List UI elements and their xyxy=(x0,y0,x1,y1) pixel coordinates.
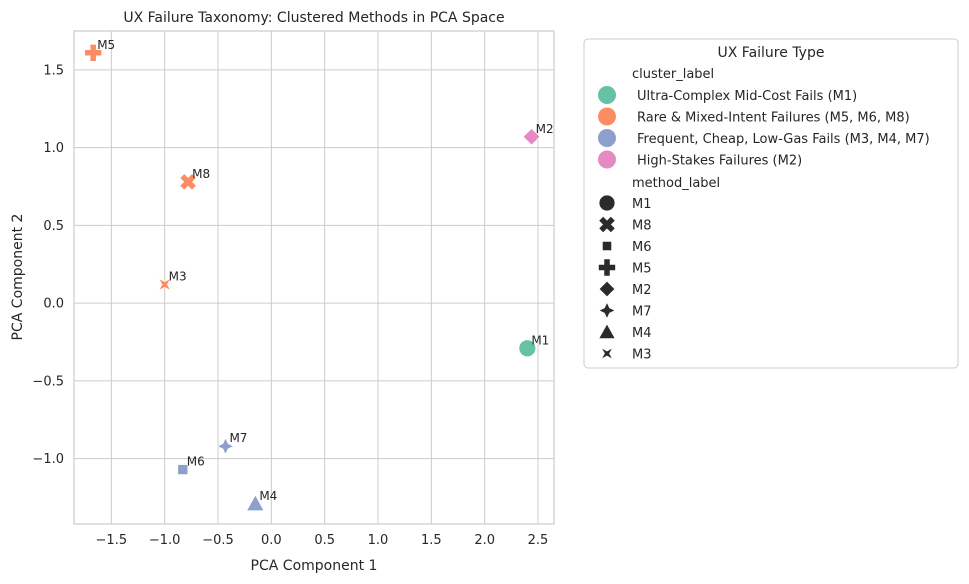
legend-method-marker-m7 xyxy=(598,301,616,320)
legend-cluster-swatch xyxy=(598,150,616,169)
legend-method-label: M2 xyxy=(632,283,652,298)
y-tick-label: −0.5 xyxy=(32,374,64,389)
legend-method-marker-m1 xyxy=(598,194,616,212)
legend-method-label: M6 xyxy=(632,240,652,255)
chart-title: UX Failure Taxonomy: Clustered Methods i… xyxy=(123,10,504,26)
data-point-m3 xyxy=(157,277,172,292)
legend-method-label: M1 xyxy=(632,197,652,212)
legend-cluster-label: Rare & Mixed-Intent Failures (M5, M6, M8… xyxy=(637,111,910,126)
x-tick-label: 2.5 xyxy=(528,533,549,548)
legend-box xyxy=(583,38,959,369)
legend-cluster-label: Ultra-Complex Mid-Cost Fails (M1) xyxy=(637,89,857,104)
data-point-m8 xyxy=(179,173,197,191)
y-tick-label: 0.5 xyxy=(43,219,64,234)
legend-cluster-heading: cluster_label xyxy=(632,67,714,82)
point-labels: M1 M2 M3 M4 M5 M6 M7 M8 xyxy=(97,38,553,503)
x-tick-label: 2.0 xyxy=(474,533,495,548)
legend-method-marker-m4 xyxy=(598,322,616,340)
legend-cluster-label: Frequent, Cheap, Low-Gas Fails (M3, M4, … xyxy=(637,132,930,147)
y-tick-label: 0.0 xyxy=(43,297,64,312)
legend-method-label: M7 xyxy=(632,305,652,320)
plot-frame xyxy=(73,30,555,525)
data-points xyxy=(84,43,541,512)
legend-method-label: M5 xyxy=(632,262,652,277)
y-tick-label: 1.5 xyxy=(43,63,64,78)
legend-method-marker-m8 xyxy=(598,215,616,234)
plot-background xyxy=(74,31,554,524)
legend: UX Failure Type cluster_label Ultra-Comp… xyxy=(583,38,959,369)
legend-title: UX Failure Type xyxy=(718,45,825,61)
legend-method-marker-m2 xyxy=(598,280,616,298)
y-tick-label: −1.0 xyxy=(32,452,64,467)
legend-method-marker-m3 xyxy=(600,347,614,360)
legend-cluster-swatch xyxy=(598,129,616,147)
legend-cluster-swatch xyxy=(598,107,616,126)
data-point-m6 xyxy=(177,464,189,476)
y-axis-label: PCA Component 2 xyxy=(10,214,26,341)
data-point-m4 xyxy=(245,494,265,512)
point-label-m2: M2 xyxy=(536,122,554,136)
point-label-m8: M8 xyxy=(192,167,210,181)
x-tick-label: 1.0 xyxy=(368,533,389,548)
legend-cluster-label: High-Stakes Failures (M2) xyxy=(637,154,802,169)
legend-method-marker-m6 xyxy=(601,240,613,252)
x-tick-label: 0.5 xyxy=(314,533,335,548)
data-point-m2 xyxy=(522,127,541,146)
y-tick-label: 1.0 xyxy=(43,141,64,156)
y-axis-ticks: −1.0 −0.5 0.0 0.5 1.0 1.5 xyxy=(32,63,64,467)
data-point-m1 xyxy=(518,339,537,358)
point-label-m3: M3 xyxy=(169,269,187,283)
x-tick-label: −0.5 xyxy=(202,533,234,548)
point-label-m7: M7 xyxy=(229,431,247,445)
plot-area: M1 M2 M3 M4 M5 M6 M7 M8 xyxy=(73,30,555,525)
point-label-m6: M6 xyxy=(187,455,205,469)
x-tick-label: −1.0 xyxy=(149,533,181,548)
legend-method-entries: M1 M8 M6 M5 M2 M7 M4 M3 xyxy=(598,194,652,363)
legend-cluster-swatch xyxy=(598,86,616,104)
x-tick-label: 1.5 xyxy=(421,533,442,548)
legend-method-label: M8 xyxy=(632,219,652,234)
x-tick-label: −1.5 xyxy=(96,533,128,548)
x-axis-ticks: −1.5 −1.0 −0.5 0.0 0.5 1.0 1.5 2.0 2.5 xyxy=(96,533,549,548)
legend-method-label: M4 xyxy=(632,326,652,341)
legend-method-label: M3 xyxy=(632,348,652,363)
x-tick-label: 0.0 xyxy=(261,533,282,548)
x-axis-label: PCA Component 1 xyxy=(251,558,378,574)
point-label-m5: M5 xyxy=(97,38,115,52)
legend-cluster-entries: Ultra-Complex Mid-Cost Fails (M1) Rare & … xyxy=(598,86,930,169)
point-label-m1: M1 xyxy=(531,333,549,347)
grid-lines xyxy=(74,31,554,524)
legend-method-marker-m5 xyxy=(598,258,616,277)
legend-method-heading: method_label xyxy=(632,176,720,191)
point-label-m4: M4 xyxy=(259,489,277,503)
data-point-m7 xyxy=(216,437,235,455)
data-point-m5 xyxy=(84,43,102,62)
